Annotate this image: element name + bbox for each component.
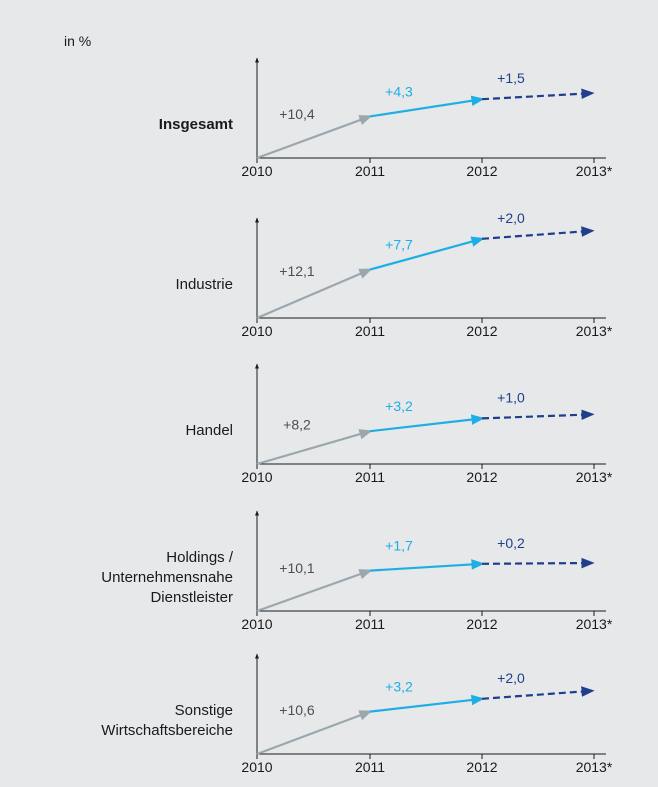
segment-2012-2013 [481,88,595,101]
x-tick-label: 2010 [241,163,272,179]
segment-2010-2011 [256,115,373,160]
panel-5: 2010 2011 2012 2013* Sonstige Wirtschaftsbere… [101,653,613,775]
segment-2010-2011 [256,429,373,466]
segment-2010-2011 [256,710,373,756]
x-tick-label: 2010 [241,616,272,632]
x-tick-label: 2013* [576,759,613,775]
category-label: Dienstleister [150,589,233,606]
value-label: +10,4 [279,106,315,122]
value-label: +10,1 [279,560,315,576]
value-label: +4,3 [385,83,413,99]
value-label: +3,2 [385,398,413,414]
x-tick-label: 2010 [241,759,272,775]
value-label: +1,7 [385,538,413,554]
unit-label: in % [64,33,91,49]
value-label: +1,5 [497,70,525,86]
category-label: Wirtschaftsbereiche [101,722,233,739]
x-tick-label: 2012 [466,616,497,632]
value-label: +0,2 [497,535,525,551]
segment-2012-2013 [481,686,595,700]
x-tick-label: 2010 [241,323,272,339]
x-tick-label: 2012 [466,469,497,485]
value-label: +7,7 [385,237,413,253]
x-tick-label: 2013* [576,616,613,632]
segment-2010-2011 [256,268,373,320]
panel-3: 2010 2011 2012 2013* Handel +8,2 +3,2 +1,0 [185,363,613,485]
value-label: +8,2 [283,417,311,433]
segment-2011-2012 [369,694,485,713]
x-tick-label: 2011 [355,469,385,485]
x-tick-label: 2012 [466,759,497,775]
category-label: Insgesamt [159,116,233,133]
category-label: Handel [185,422,233,439]
x-tick-label: 2011 [355,163,385,179]
value-label: +3,2 [385,679,413,695]
value-label: +2,0 [497,210,525,226]
value-label: +1,0 [497,389,525,405]
category-label: Holdings / [166,549,234,566]
x-tick-label: 2013* [576,323,613,339]
x-tick-label: 2010 [241,469,272,485]
value-label: +10,6 [279,702,315,718]
x-tick-label: 2013* [576,469,613,485]
panel-2: 2010 2011 2012 2013* Industrie +12,1 +7,7 +2,0 [175,210,612,339]
value-label: +2,0 [497,670,525,686]
x-tick-label: 2013* [576,163,613,179]
segment-2012-2013 [481,409,595,421]
value-label: +12,1 [279,263,315,279]
panel-1: 2010 2011 2012 2013* Insgesamt +10,4 +4,3 +1,5 [159,57,613,179]
segment-2012-2013 [481,557,595,569]
category-label: Sonstige [175,702,233,719]
x-tick-label: 2011 [355,616,385,632]
x-tick-label: 2011 [355,323,385,339]
segment-2011-2012 [369,236,485,271]
panel-4: 2010 2011 2012 2013* Holdings / Unternehmensn… [101,510,613,632]
x-tick-label: 2012 [466,323,497,339]
segment-2011-2012 [369,414,485,433]
segment-2011-2012 [369,559,485,572]
x-tick-label: 2011 [355,759,385,775]
category-label: Unternehmensnahe [101,569,233,586]
segment-2010-2011 [256,569,373,613]
x-tick-label: 2012 [466,163,497,179]
segment-2012-2013 [481,226,595,240]
category-label: Industrie [175,276,233,293]
segment-2011-2012 [369,95,485,118]
